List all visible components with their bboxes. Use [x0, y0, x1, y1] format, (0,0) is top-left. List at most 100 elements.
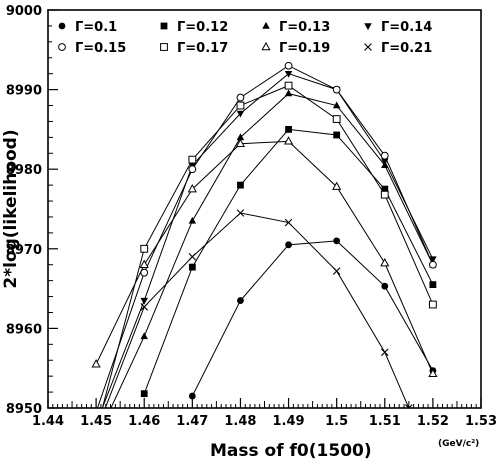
- data-point: [160, 43, 168, 51]
- legend-label: Γ=0.21: [381, 41, 432, 56]
- series-markers-7: [93, 209, 413, 435]
- x-tick-label: 1.49: [273, 414, 305, 429]
- data-point: [381, 282, 389, 290]
- data-point: [140, 303, 149, 311]
- legend-label: Γ=0.12: [177, 20, 228, 35]
- data-point: [140, 244, 149, 253]
- data-point: [140, 297, 148, 305]
- data-point: [140, 268, 149, 277]
- series-markers-0: [188, 237, 437, 400]
- y-tick-label: 8980: [6, 163, 42, 178]
- data-point: [237, 181, 244, 189]
- data-point: [236, 133, 245, 141]
- data-point: [93, 428, 100, 435]
- data-point: [332, 181, 342, 190]
- data-point: [284, 218, 293, 227]
- axis-ticks: [47, 9, 482, 409]
- series-line-0: [191, 240, 434, 397]
- data-point: [58, 43, 66, 51]
- x-tick-label: 1.47: [176, 414, 208, 429]
- data-point: [428, 368, 438, 377]
- series-line-7: [104, 212, 410, 408]
- data-point: [262, 21, 270, 29]
- legend: Γ=0.1 Γ=0.12 Γ=0.13 Γ=0.14 Γ=0.15 Γ=0.17 Γ=0.1…: [58, 20, 432, 56]
- data-point: [333, 237, 341, 245]
- legend-label: Γ=0.15: [75, 41, 126, 56]
- data-point: [429, 281, 437, 289]
- data-point: [380, 190, 389, 199]
- data-point: [140, 332, 148, 340]
- data-point: [188, 155, 197, 164]
- legend-item: Γ=0.14: [364, 20, 432, 35]
- data-point: [364, 23, 372, 31]
- x-tick-label: 1.46: [128, 414, 160, 429]
- series-markers-6: [91, 136, 438, 377]
- data-point: [188, 165, 197, 174]
- series-markers-5: [140, 81, 437, 309]
- data-point: [380, 258, 390, 267]
- data-point: [285, 241, 292, 249]
- legend-background: [52, 12, 477, 60]
- y-tick-label: 8970: [6, 243, 42, 258]
- x-tick-label: 1.51: [369, 414, 401, 429]
- legend-item: Γ=0.13: [262, 20, 330, 35]
- data-point: [428, 300, 437, 309]
- data-point: [91, 359, 101, 368]
- x-tick-label: 1.44: [32, 414, 64, 429]
- legend-label: Γ=0.1: [75, 20, 117, 35]
- data-point: [284, 81, 293, 90]
- data-point: [237, 297, 244, 304]
- data-point: [332, 267, 341, 275]
- data-point: [236, 93, 245, 102]
- data-point: [160, 22, 168, 30]
- data-point: [284, 61, 293, 70]
- y-tick-label: 8960: [6, 322, 42, 337]
- data-point: [428, 260, 437, 269]
- y-axis-label: 2*log(likelihood): [1, 129, 21, 288]
- data-point: [236, 209, 245, 217]
- series-markers-2: [92, 89, 437, 443]
- data-point: [285, 126, 292, 133]
- series-line-2: [110, 93, 434, 408]
- x-axis-label: Mass of f0(1500): [210, 441, 372, 461]
- data-point: [139, 259, 149, 268]
- plot-frame: [47, 9, 482, 409]
- series-line-6: [95, 140, 434, 374]
- data-point: [429, 256, 437, 264]
- data-point: [188, 216, 197, 224]
- data-point: [188, 252, 197, 261]
- data-point: [284, 70, 293, 78]
- y-tick-label: 8950: [6, 402, 42, 417]
- data-point: [405, 404, 413, 408]
- axis-tick-labels: 1.44 1.45 1.46 1.47 1.48 1.49 1.5 1.51 1.52 1.53 8…: [6, 4, 497, 429]
- legend-item: Γ=0.15: [58, 41, 126, 56]
- x-tick-label: 1.52: [417, 414, 449, 429]
- legend-item: Γ=0.1: [58, 20, 117, 35]
- data-point: [283, 136, 294, 145]
- legend-item: Γ=0.19: [261, 41, 330, 56]
- data-point: [58, 22, 66, 30]
- x-axis-unit: (GeV/c²): [438, 439, 479, 449]
- data-point: [381, 185, 389, 193]
- data-point: [92, 436, 99, 443]
- legend-label: Γ=0.19: [279, 41, 330, 56]
- data-point: [188, 392, 196, 400]
- series-markers: [91, 61, 438, 443]
- x-tick-label: 1.53: [465, 414, 497, 429]
- legend-item: Γ=0.21: [364, 41, 432, 56]
- x-tick-label: 1.45: [80, 414, 112, 429]
- legend-item: Γ=0.17: [160, 41, 228, 56]
- y-tick-label: 8990: [6, 84, 42, 99]
- legend-item: Γ=0.12: [160, 20, 228, 35]
- data-point: [380, 151, 389, 160]
- series-markers-4: [140, 61, 437, 277]
- data-point: [381, 158, 389, 166]
- data-point: [187, 183, 197, 193]
- data-point: [333, 131, 341, 139]
- data-point: [380, 348, 389, 357]
- y-tick-label: 9000: [6, 4, 42, 19]
- legend-label: Γ=0.13: [279, 20, 330, 35]
- series-markers-1: [140, 126, 437, 398]
- series-line-5: [101, 85, 434, 408]
